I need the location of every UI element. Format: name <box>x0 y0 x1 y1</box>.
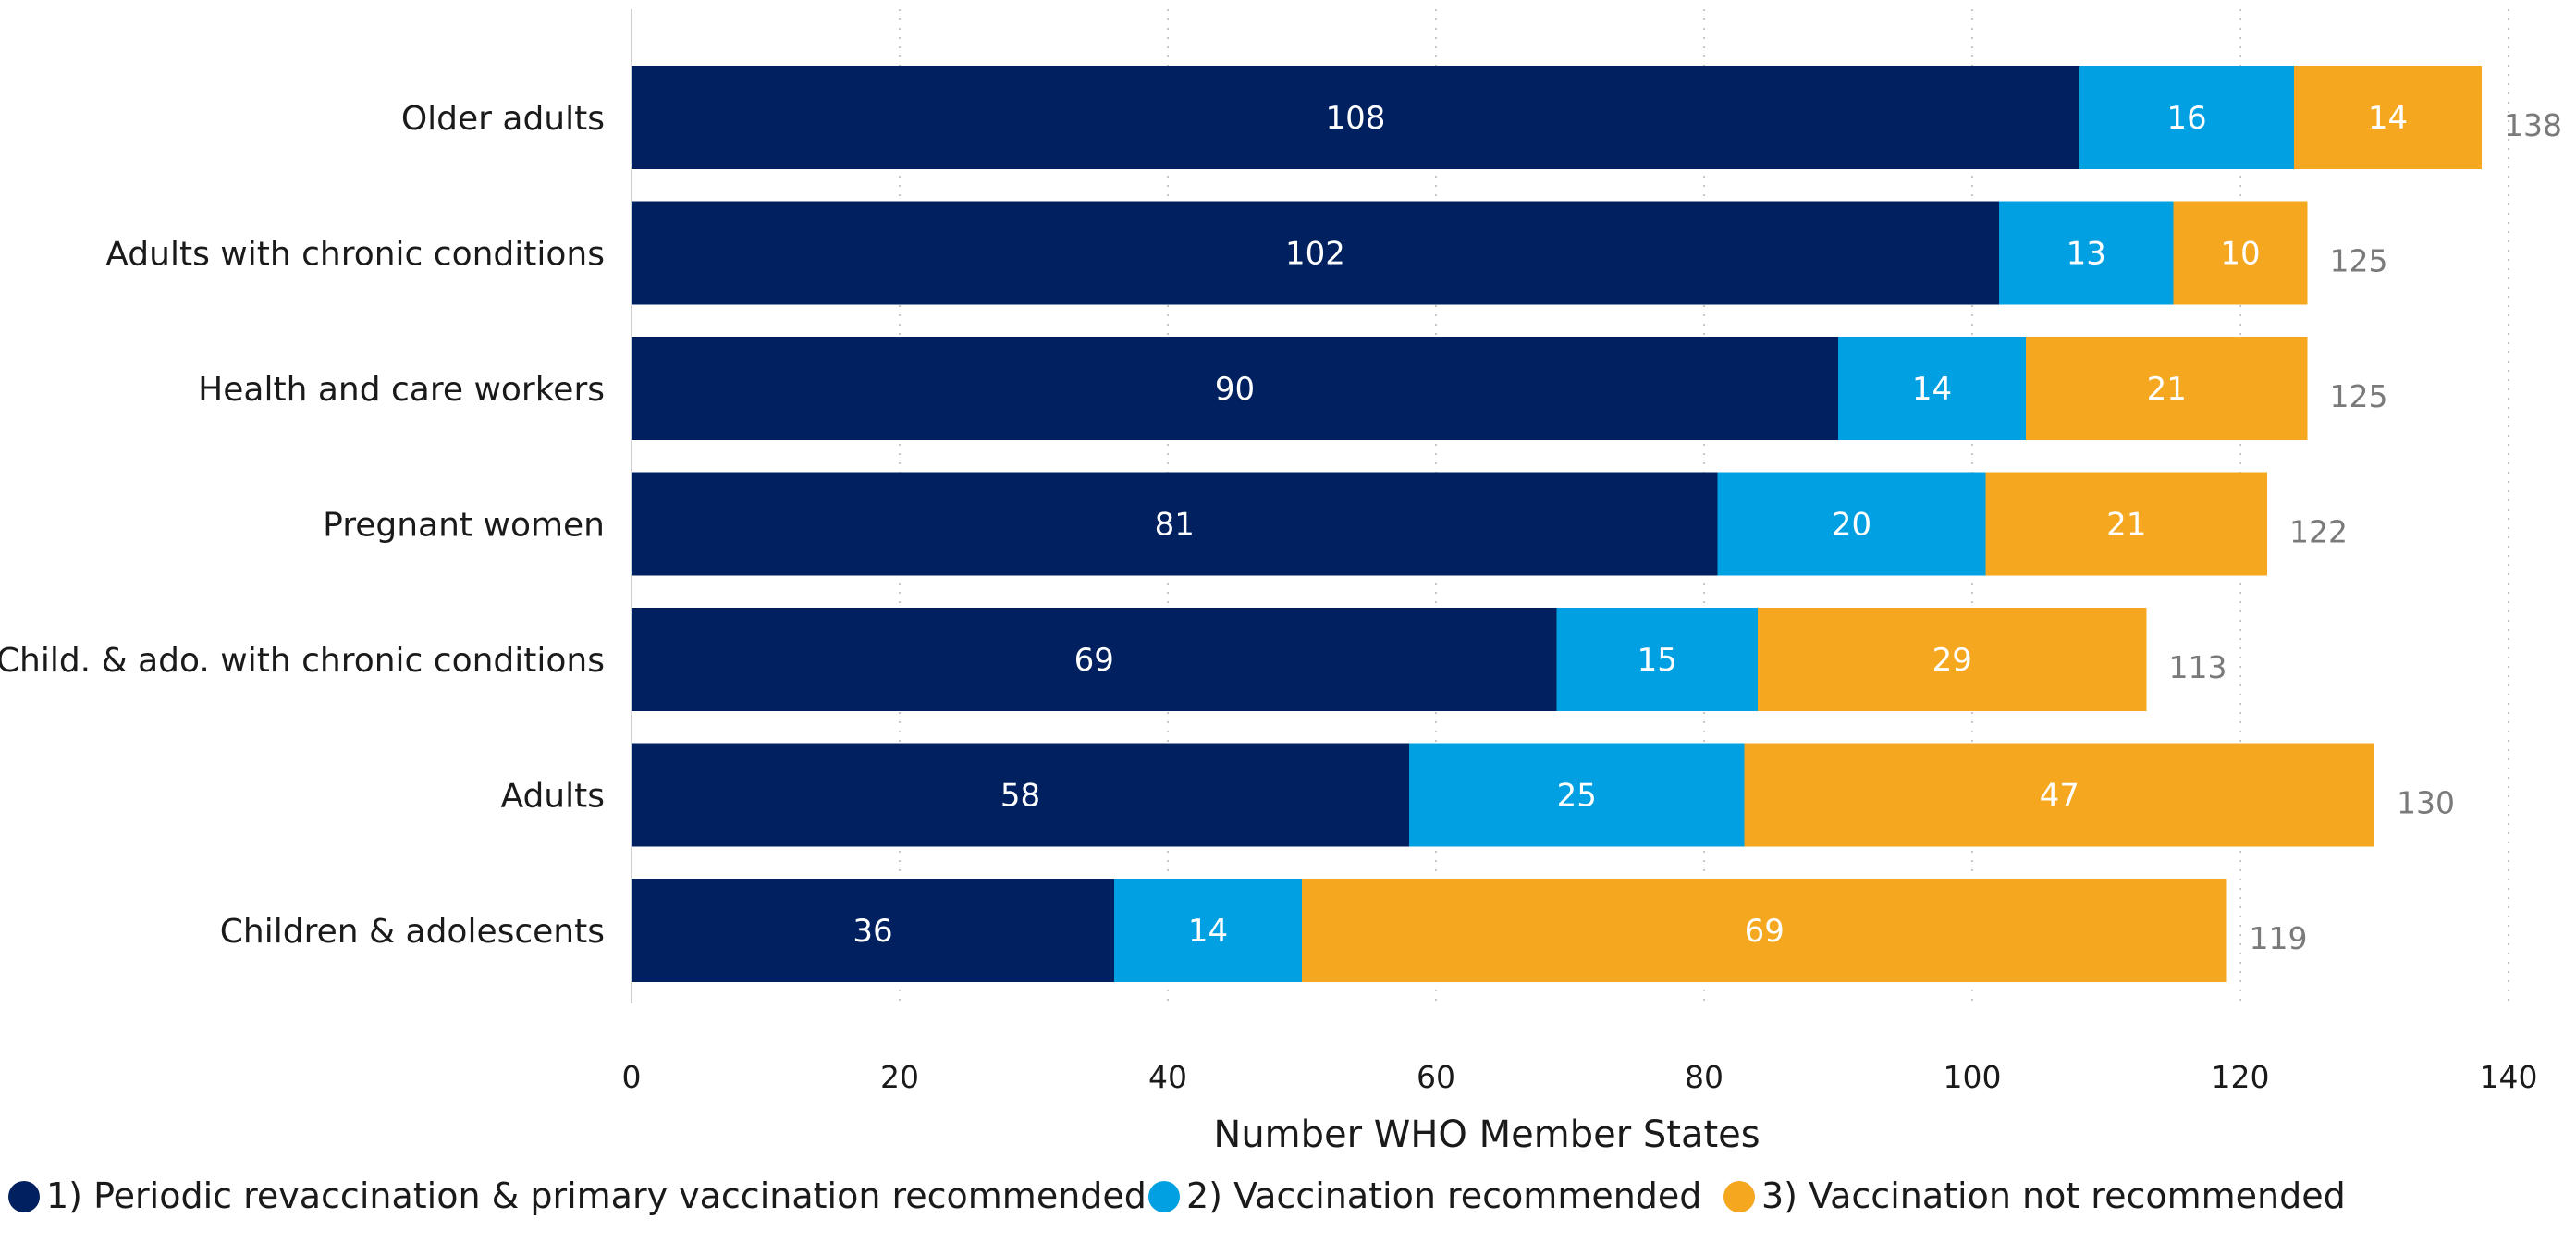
bar-total-label: 125 <box>2330 378 2388 414</box>
bar-segment-series-1 <box>632 608 1557 711</box>
bar-value-label: 20 <box>1832 507 1871 544</box>
bar-value-label: 10 <box>2220 236 2260 273</box>
bar-segment-series-1 <box>632 879 1114 982</box>
category-label: Older adults <box>401 100 605 138</box>
bar-value-label: 47 <box>2040 778 2079 815</box>
bar-value-label: 16 <box>2166 100 2206 137</box>
bar-value-label: 15 <box>1638 642 1677 679</box>
bars: 108 16 14 138 102 13 10 125 90 14 21 125 81 20 21 122 69… <box>632 66 2562 982</box>
bar-total-label: 125 <box>2330 243 2388 279</box>
legend-label-series-3: 3) Vaccination not recommended <box>1761 1175 2346 1216</box>
bar-segment-series-2 <box>1838 337 2026 440</box>
bar-value-label: 69 <box>1074 642 1114 679</box>
bar-segment-series-3 <box>1758 608 2147 711</box>
bar-value-label: 108 <box>1326 100 1386 137</box>
bar-total-label: 130 <box>2397 785 2455 821</box>
legend-label-series-2: 2) Vaccination recommended <box>1186 1175 1701 1216</box>
legend-marker-series-1 <box>8 1181 40 1212</box>
bar-segment-series-3 <box>2294 66 2482 169</box>
bar-segment-series-3 <box>1985 472 2267 576</box>
bar-segment-series-1 <box>632 743 1409 847</box>
bar-segment-series-3 <box>1302 879 2227 982</box>
x-tick-label-100: 100 <box>1944 1059 2002 1095</box>
category-label: Adults <box>500 778 605 816</box>
bar-value-label: 81 <box>1155 507 1195 544</box>
legend-marker-series-3 <box>1723 1181 1755 1212</box>
legend-marker-series-2 <box>1148 1181 1180 1212</box>
bar-segment-series-2 <box>1999 201 2174 305</box>
category-label: Children & adolescents <box>220 913 605 951</box>
bar-value-label: 102 <box>1285 236 1345 273</box>
category-labels: Older adults Adults with chronic conditio… <box>0 100 605 951</box>
x-tick-label-40: 40 <box>1148 1059 1187 1095</box>
bar-value-label: 25 <box>1557 778 1597 815</box>
bar-value-label: 14 <box>2368 100 2408 137</box>
bar-segment-series-2 <box>1717 472 1986 576</box>
bar-value-label: 21 <box>2147 371 2187 408</box>
bar-segment-series-2 <box>2079 66 2294 169</box>
legend: 1) Periodic revaccination & primary vacc… <box>8 1175 2346 1216</box>
x-axis-ticks: 0 20 40 60 80 100 120 140 <box>622 1059 2538 1095</box>
bar-segment-series-2 <box>1114 879 1302 982</box>
legend-label-series-1: 1) Periodic revaccination & primary vacc… <box>46 1175 1147 1216</box>
bar-total-label: 113 <box>2169 649 2227 685</box>
bar-value-label: 13 <box>2067 236 2106 273</box>
bar-segment-series-1 <box>632 66 2079 169</box>
bar-segment-series-2 <box>1409 743 1745 847</box>
bar-segment-series-2 <box>1556 608 1758 711</box>
bar-segment-series-1 <box>632 472 1718 576</box>
bar-value-label: 14 <box>1912 371 1952 408</box>
x-tick-label-60: 60 <box>1417 1059 1455 1095</box>
category-label: Child. & ado. with chronic conditions <box>0 642 605 680</box>
bar-total-label: 119 <box>2250 920 2308 956</box>
x-tick-label-140: 140 <box>2480 1059 2538 1095</box>
bar-segment-series-3 <box>1744 743 2374 847</box>
category-label: Adults with chronic conditions <box>105 236 605 274</box>
bar-value-label: 58 <box>1000 778 1040 815</box>
bar-total-label: 138 <box>2504 107 2562 143</box>
x-tick-label-20: 20 <box>880 1059 919 1095</box>
bar-value-label: 69 <box>1745 913 1785 950</box>
x-tick-label-80: 80 <box>1685 1059 1723 1095</box>
bar-value-label: 21 <box>2106 507 2146 544</box>
bar-value-label: 29 <box>1932 642 1972 679</box>
bar-segment-series-3 <box>2173 201 2308 305</box>
x-axis-title: Number WHO Member States <box>1213 1114 1760 1156</box>
category-label: Pregnant women <box>323 507 605 545</box>
bar-total-label: 122 <box>2289 514 2348 550</box>
bar-value-label: 90 <box>1215 371 1255 408</box>
category-label: Health and care workers <box>198 371 605 409</box>
bar-segment-series-1 <box>632 337 1838 440</box>
bar-segment-series-1 <box>632 201 1999 305</box>
x-tick-label-120: 120 <box>2212 1059 2270 1095</box>
x-tick-label-0: 0 <box>622 1059 642 1095</box>
bar-value-label: 14 <box>1188 913 1228 950</box>
bar-value-label: 36 <box>853 913 892 950</box>
bar-segment-series-3 <box>2026 337 2308 440</box>
